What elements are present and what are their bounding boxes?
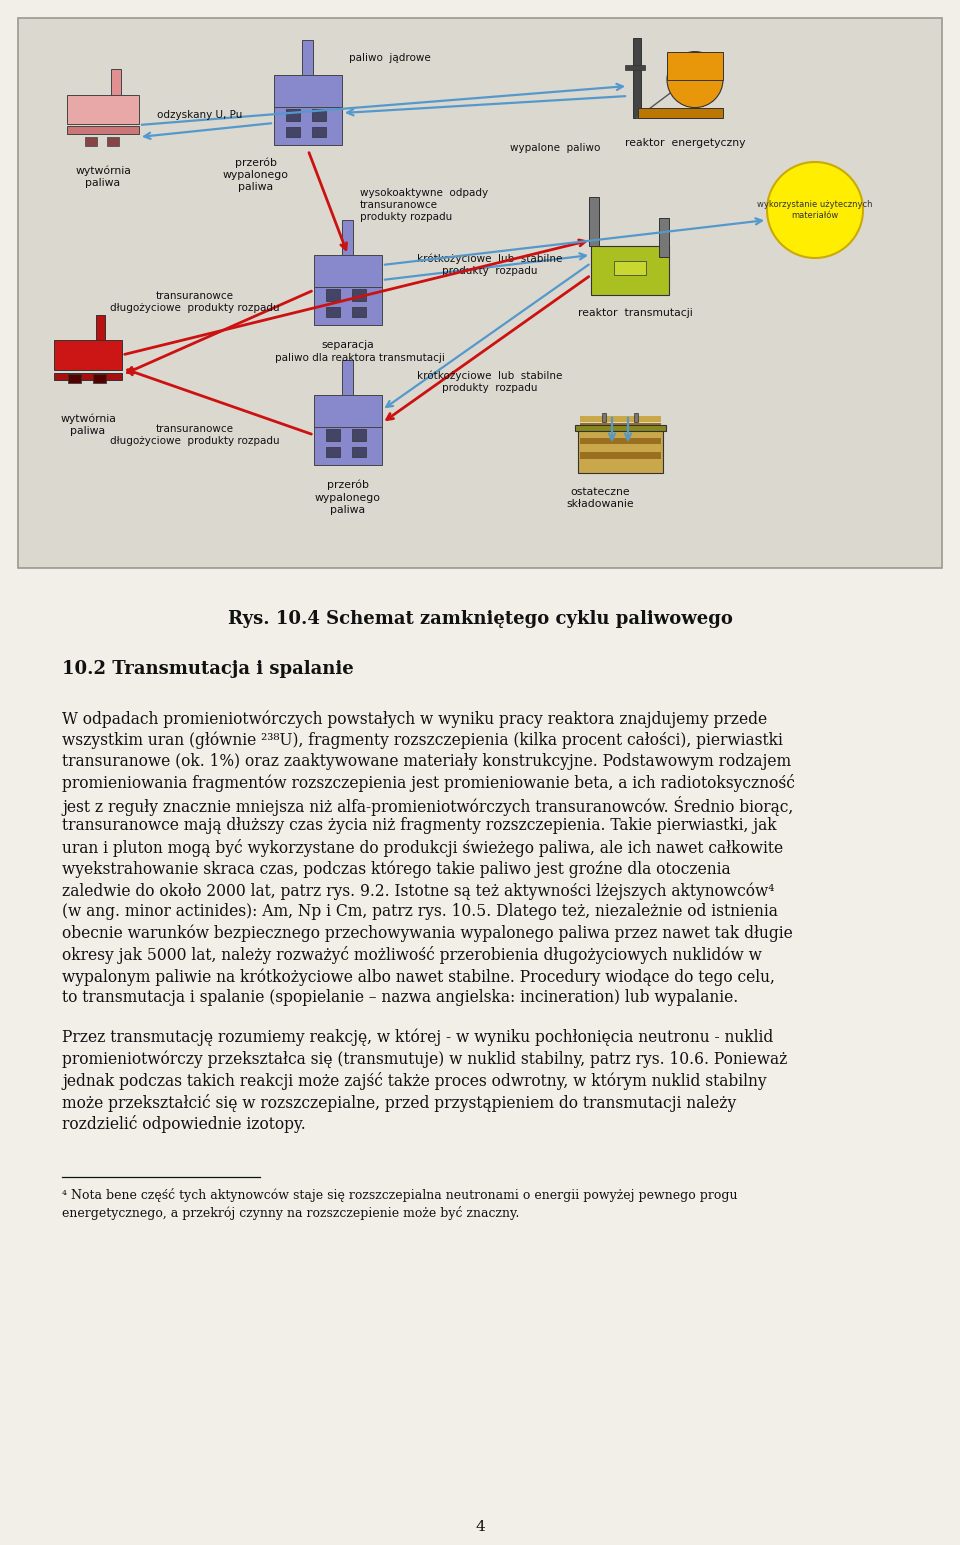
Text: ostateczne
składowanie: ostateczne składowanie [566,487,634,510]
Text: krótkożyciowe  lub  stabilne
produkty  rozpadu: krótkożyciowe lub stabilne produkty rozp… [418,253,563,277]
Text: wytwórnia
paliwa: wytwórnia paliwa [60,413,116,436]
Text: jednak podczas takich reakcji może zajść także proces odwrotny, w którym nuklid : jednak podczas takich reakcji może zajść… [62,1072,767,1091]
Bar [312,127,326,136]
Bar [352,447,366,457]
Text: 10.2 Transmutacja i spalanie: 10.2 Transmutacja i spalanie [62,660,353,678]
Text: rozdzielić odpowiednie izotopy.: rozdzielić odpowiednie izotopy. [62,1115,305,1132]
Bar [633,39,641,117]
Bar [591,246,669,295]
Text: promieniowania fragmentów rozszczepienia jest promieniowanie beta, a ich radioto: promieniowania fragmentów rozszczepienia… [62,774,795,793]
Bar [274,76,342,107]
Bar [111,70,121,97]
Text: wszystkim uran (głównie ²³⁸U), fragmenty rozszczepienia (kilka procent całości),: wszystkim uran (głównie ²³⁸U), fragmenty… [62,731,782,749]
Bar [286,108,300,121]
Bar [578,430,663,473]
Bar [326,306,340,317]
Bar [54,372,122,380]
Text: uran i pluton mogą być wykorzystane do produkcji świeżego paliwa, ale ich nawet : uran i pluton mogą być wykorzystane do p… [62,839,783,857]
Text: paliwo  jądrowe: paliwo jądrowe [349,53,431,63]
Bar [625,65,645,70]
Bar [580,416,661,422]
Text: ⁴ Nota bene część tych aktynowców staje się rozszczepialna neutronami o energii : ⁴ Nota bene część tych aktynowców staje … [62,1188,737,1202]
Bar [67,127,139,134]
Bar [580,437,661,443]
Bar [326,428,340,440]
Bar [68,374,81,383]
Text: okresy jak 5000 lat, należy rozważyć możliwość przerobienia długożyciowych nukli: okresy jak 5000 lat, należy rozważyć moż… [62,947,762,964]
Text: promieniotwórczy przekształca się (transmutuje) w nuklid stabilny, patrz rys. 10: promieniotwórczy przekształca się (trans… [62,1051,787,1068]
Text: transuranowe (ok. 1%) oraz zaaktywowane materiały konstrukcyjne. Podstawowym rod: transuranowe (ok. 1%) oraz zaaktywowane … [62,752,791,769]
Text: reaktor  energetyczny: reaktor energetyczny [625,138,745,148]
Bar [342,360,353,400]
Text: krótkożyciowe  lub  stabilne
produkty  rozpadu: krótkożyciowe lub stabilne produkty rozp… [418,371,563,394]
Bar [314,426,382,465]
Text: separacja: separacja [322,340,374,351]
Text: reaktor  transmutacji: reaktor transmutacji [578,307,692,318]
Bar [274,107,342,145]
Text: Rys. 10.4 Schemat zamkniętego cyklu paliwowego: Rys. 10.4 Schemat zamkniętego cyklu pali… [228,610,732,627]
Text: może przekształcić się w rozszczepialne, przed przystąpieniem do transmutacji na: może przekształcić się w rozszczepialne,… [62,1094,736,1111]
Ellipse shape [667,51,723,108]
Bar [342,219,353,260]
Text: wypalonym paliwie na krótkożyciowe albo nawet stabilne. Procedury wiodące do teg: wypalonym paliwie na krótkożyciowe albo … [62,969,775,986]
Text: transuranowce
długożyciowe  produkty rozpadu: transuranowce długożyciowe produkty rozp… [110,290,279,314]
Bar [614,261,646,275]
Bar [634,413,638,422]
FancyBboxPatch shape [18,19,942,569]
Bar [107,138,119,145]
Text: (w ang. minor actinides): Am, Np i Cm, patrz rys. 10.5. Dlatego też, niezależnie: (w ang. minor actinides): Am, Np i Cm, p… [62,904,778,921]
Bar [85,138,97,145]
Bar [580,453,661,459]
Bar [575,425,666,431]
Text: transuranowce
długożyciowe  produkty rozpadu: transuranowce długożyciowe produkty rozp… [110,423,279,447]
Text: obecnie warunków bezpiecznego przechowywania wypalonego paliwa przez nawet tak d: obecnie warunków bezpiecznego przechowyw… [62,925,793,942]
Bar [638,108,723,117]
Text: wytwórnia
paliwa: wytwórnia paliwa [75,165,131,188]
Bar [96,315,105,345]
Text: przerób
wypalonego
paliwa: przerób wypalonego paliwa [315,480,381,516]
Text: wypalone  paliwo: wypalone paliwo [510,144,600,153]
Bar [326,289,340,300]
Bar [314,286,382,324]
Text: to transmutacja i spalanie (spopielanie – nazwa angielska: incineration) lub wyp: to transmutacja i spalanie (spopielanie … [62,989,738,1006]
Text: wysokoaktywne  odpady
transuranowce
produkty rozpadu: wysokoaktywne odpady transuranowce produ… [360,187,488,222]
Text: jest z reguły znacznie mniejsza niż alfa-promieniotwórczych transuranowców. Śred: jest z reguły znacznie mniejsza niż alfa… [62,796,793,816]
Bar [580,445,661,451]
Bar [352,306,366,317]
Bar [314,255,382,286]
Bar [580,423,661,430]
Bar [314,396,382,426]
Bar [352,289,366,300]
Bar [326,447,340,457]
Circle shape [767,162,863,258]
Bar [286,127,300,136]
Bar [54,340,122,369]
Text: wykorzystanie użytecznych
materiałów: wykorzystanie użytecznych materiałów [757,199,873,221]
Bar [302,40,313,80]
Bar [312,108,326,121]
Text: 4: 4 [475,1520,485,1534]
Bar [667,51,723,80]
Bar [589,198,599,246]
Text: paliwo dla reaktora transmutacji: paliwo dla reaktora transmutacji [276,352,444,363]
Text: W odpadach promieniotwórczych powstałych w wyniku pracy reaktora znajdujemy prze: W odpadach promieniotwórczych powstałych… [62,711,767,728]
Text: przerób
wypalonego
paliwa: przerób wypalonego paliwa [223,158,289,192]
Bar [602,413,606,422]
Bar [580,431,661,437]
Text: transuranowce mają dłuższy czas życia niż fragmenty rozszczepienia. Takie pierwi: transuranowce mają dłuższy czas życia ni… [62,817,777,834]
Bar [659,218,669,256]
Text: wyekstrahowanie skraca czas, podczas którego takie paliwo jest groźne dla otocze: wyekstrahowanie skraca czas, podczas któ… [62,861,731,878]
Bar [67,94,139,124]
Bar [352,428,366,440]
Text: odzyskany U, Pu: odzyskany U, Pu [157,110,243,121]
Text: energetycznego, a przekrój czynny na rozszczepienie może być znaczny.: energetycznego, a przekrój czynny na roz… [62,1205,519,1219]
Text: Przez transmutację rozumiemy reakcję, w której - w wyniku pochłonięcia neutronu : Przez transmutację rozumiemy reakcję, w … [62,1029,773,1046]
Bar [93,374,106,383]
Text: zaledwie do około 2000 lat, patrz rys. 9.2. Istotne są też aktywności lżejszych : zaledwie do około 2000 lat, patrz rys. 9… [62,882,775,899]
